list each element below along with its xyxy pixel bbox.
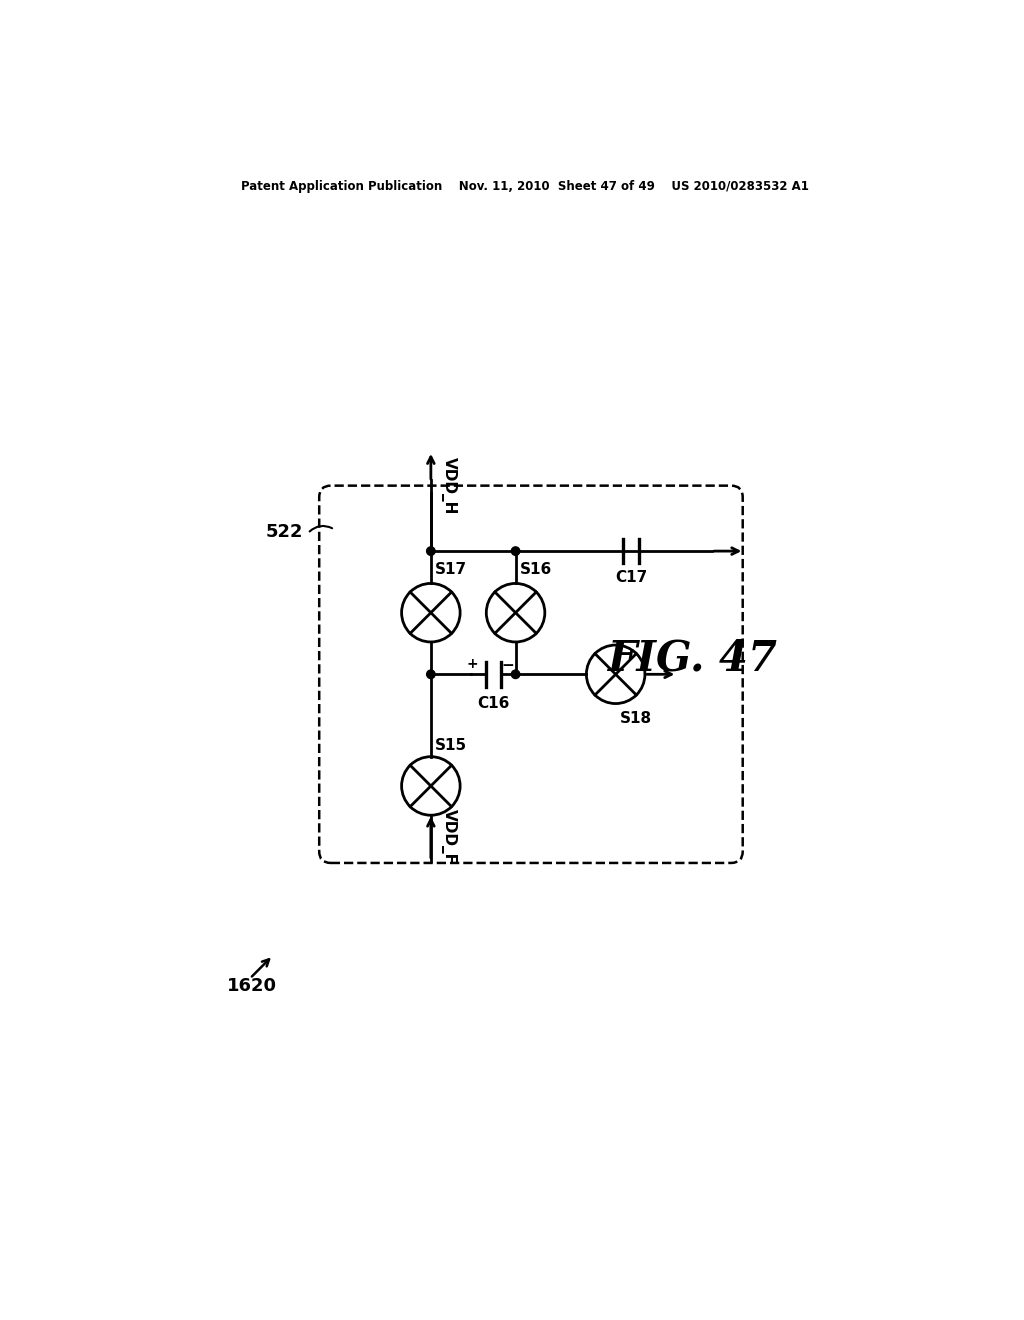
Text: S16: S16: [519, 562, 552, 577]
Text: 522: 522: [266, 523, 303, 541]
Text: −: −: [502, 657, 514, 673]
Text: C16: C16: [477, 696, 509, 711]
Circle shape: [511, 546, 520, 556]
Text: Patent Application Publication    Nov. 11, 2010  Sheet 47 of 49    US 2010/02835: Patent Application Publication Nov. 11, …: [241, 180, 809, 193]
Circle shape: [427, 546, 435, 556]
Circle shape: [427, 671, 435, 678]
Text: +: +: [467, 657, 478, 671]
Text: 1620: 1620: [226, 977, 276, 995]
Text: C17: C17: [615, 570, 647, 585]
Text: S15: S15: [435, 738, 467, 752]
Circle shape: [511, 671, 520, 678]
Text: FIG. 47: FIG. 47: [607, 638, 777, 680]
Text: S18: S18: [620, 711, 651, 726]
Text: S17: S17: [435, 562, 467, 577]
Text: VDD_H: VDD_H: [441, 457, 457, 515]
Text: VDD_F: VDD_F: [441, 809, 457, 865]
